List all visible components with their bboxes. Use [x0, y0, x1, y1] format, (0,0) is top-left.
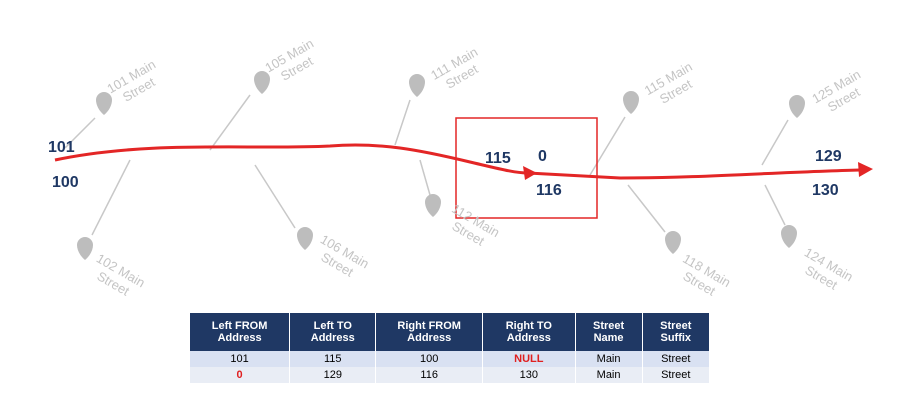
cell: Main [575, 367, 643, 383]
address-label: 100 [52, 174, 79, 191]
leader-lines [64, 94, 789, 236]
address-label: 115 [485, 150, 511, 167]
address-label: 116 [536, 182, 562, 199]
address-label: 101 [48, 139, 75, 156]
cell: Main [575, 351, 643, 367]
cell: Street [642, 351, 711, 367]
cell: 129 [289, 367, 377, 383]
address-label: 0 [538, 148, 547, 165]
header-cell: Left FROM Address [190, 313, 291, 351]
cell: 100 [375, 351, 484, 367]
header-cell: Right FROM Address [375, 313, 484, 351]
table-row: 0 129 116 130 Main Street [190, 367, 711, 383]
highlight-box [455, 117, 598, 219]
cell: NULL [482, 351, 576, 367]
header-cell: Street Name [575, 313, 643, 351]
cell: 0 [190, 367, 291, 383]
cell: Street [642, 367, 711, 383]
address-table: Left FROM Address Left TO Address Right … [190, 313, 711, 383]
cell: 116 [375, 367, 484, 383]
cell: 130 [482, 367, 576, 383]
address-label: 130 [812, 182, 839, 199]
road [54, 143, 861, 180]
header-row: Left FROM Address Left TO Address Right … [190, 313, 711, 351]
header-cell: Street Suffix [642, 313, 711, 351]
arrow-head [858, 162, 873, 177]
header-cell: Right TO Address [482, 313, 576, 351]
table-row: 101 115 100 NULL Main Street [190, 351, 711, 367]
cell: 101 [190, 351, 291, 367]
pins [77, 71, 805, 260]
arrow-head [523, 166, 537, 180]
cell: 115 [289, 351, 377, 367]
header-cell: Left TO Address [289, 313, 377, 351]
address-label: 129 [815, 148, 842, 165]
